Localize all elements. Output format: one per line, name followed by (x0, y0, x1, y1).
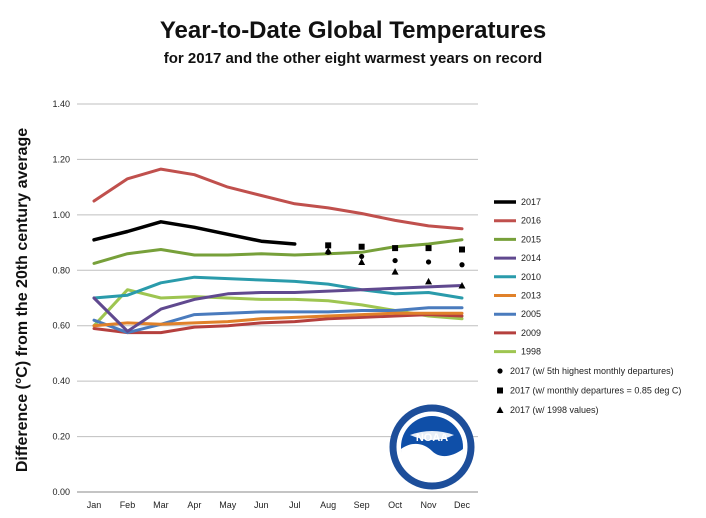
x-tick-label: Nov (421, 500, 438, 510)
series-line-2010 (92, 275, 464, 300)
legend-label-1998: 1998 (521, 347, 541, 357)
legend-label-2017: 2017 (521, 197, 541, 207)
y-tick-label: 0.80 (52, 265, 70, 275)
x-tick-label: Mar (153, 500, 169, 510)
x-tick-labels: Jan Feb Mar Apr May Jun Jul Aug Sep Oct Nov Dec (87, 500, 471, 510)
legend-label-marker: 2017 (w/ 1998 values) (510, 405, 599, 415)
x-tick-label: Feb (120, 500, 136, 510)
marker-circle (459, 262, 465, 268)
x-tick-label: Aug (320, 500, 336, 510)
series-line-2015 (92, 238, 464, 265)
series-line-2013 (92, 311, 464, 328)
x-tick-label: May (219, 500, 237, 510)
marker-circle (425, 259, 432, 265)
series-line-2014 (92, 284, 464, 333)
projection-markers (324, 242, 466, 289)
series-line-2016 (92, 167, 464, 231)
marker-circle (392, 257, 398, 264)
legend-marker-triangle (496, 406, 504, 413)
y-tick-label: 1.20 (52, 154, 70, 164)
x-tick-label: Sep (354, 500, 370, 510)
y-tick-labels: 0.00 0.20 0.40 0.60 0.80 1.00 1.20 1.40 (52, 99, 70, 497)
marker-square (392, 245, 399, 252)
marker-triangle (425, 277, 433, 285)
legend-label-2015: 2015 (521, 234, 541, 244)
y-tick-label: 0.60 (52, 321, 70, 331)
chart-title: Year-to-Date Global Temperatures (160, 17, 546, 44)
legend: 2017 2016 2015 2014 2010 2013 2005 2009 1998 2017… (494, 197, 681, 415)
legend-label-marker: 2017 (w/ monthly departures = 0.85 deg C… (510, 386, 681, 396)
x-tick-label: Jul (289, 500, 301, 510)
x-tick-label: Jan (87, 500, 102, 510)
gridlines (77, 103, 478, 493)
legend-marker-circle (497, 368, 503, 374)
marker-square (425, 245, 432, 252)
logo-text: NOAA (416, 432, 448, 444)
series-line-2005 (92, 306, 464, 335)
y-tick-label: 0.40 (52, 376, 70, 386)
x-tick-label: Jun (254, 500, 269, 510)
series-line-1998 (92, 288, 464, 328)
legend-label-2016: 2016 (521, 216, 541, 226)
chart-subtitle: for 2017 and the other eight warmest yea… (164, 50, 542, 67)
y-axis-label: Difference (°C) from the 20th century av… (14, 128, 31, 472)
marker-circle (359, 253, 365, 260)
x-tick-label: Apr (187, 500, 201, 510)
legend-label-2014: 2014 (521, 253, 541, 263)
legend-label-2010: 2010 (521, 272, 541, 282)
legend-label-marker: 2017 (w/ 5th highest monthly departures) (510, 366, 674, 376)
series-line-2009 (92, 313, 464, 335)
legend-marker-square (497, 387, 503, 394)
marker-triangle (391, 268, 399, 275)
legend-label-2005: 2005 (521, 309, 541, 319)
x-tick-label: Dec (454, 500, 471, 510)
y-tick-label: 1.40 (52, 99, 70, 109)
marker-square (459, 246, 465, 253)
y-tick-label: 0.20 (52, 432, 70, 442)
legend-label-2013: 2013 (521, 291, 541, 301)
marker-square (358, 243, 365, 250)
y-tick-label: 0.00 (52, 487, 70, 497)
marker-triangle (458, 282, 466, 289)
noaa-logo: NOAA (389, 404, 475, 490)
y-tick-label: 1.00 (52, 210, 70, 220)
series-line-2017 (92, 220, 297, 246)
marker-triangle (324, 247, 332, 254)
x-tick-label: Oct (388, 500, 403, 510)
legend-label-2009: 2009 (521, 328, 541, 338)
series-lines (92, 167, 464, 335)
marker-triangle (358, 258, 366, 265)
marker-square (325, 242, 332, 249)
